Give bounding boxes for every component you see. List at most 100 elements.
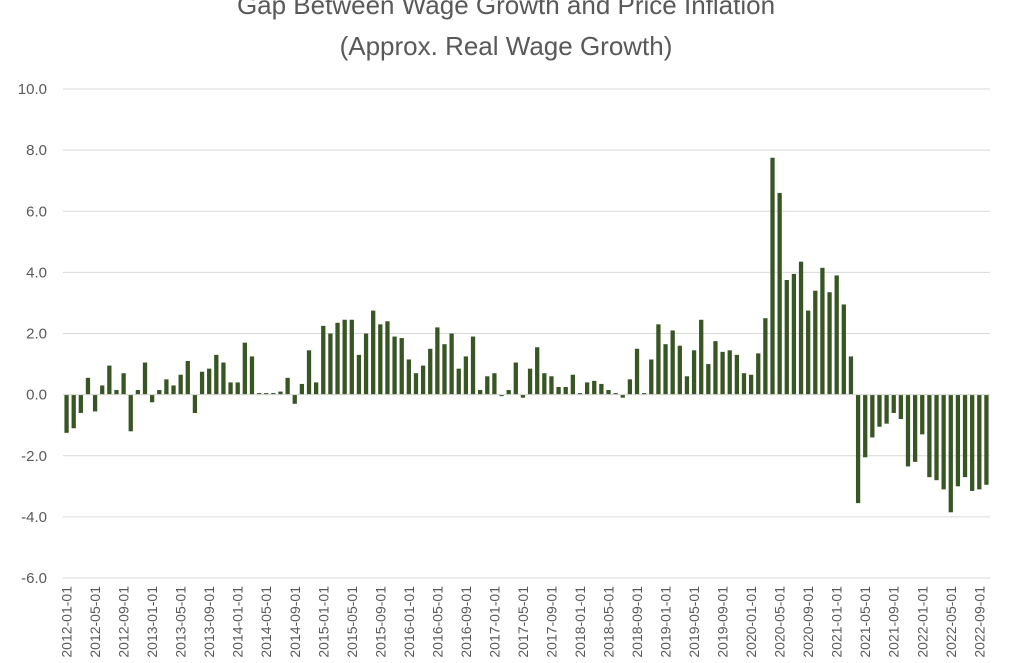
bar	[720, 351, 725, 395]
bar	[485, 376, 490, 395]
bar	[870, 394, 875, 438]
bar	[157, 390, 162, 395]
bar	[656, 324, 661, 395]
bar	[734, 354, 739, 395]
bar	[228, 382, 233, 395]
bar	[142, 362, 148, 395]
bar	[285, 377, 290, 395]
bar	[78, 394, 83, 413]
bar	[834, 275, 839, 395]
bar	[413, 373, 419, 395]
bar	[85, 377, 91, 395]
x-tick-label: 2020-01-01	[743, 586, 759, 658]
bar	[727, 350, 732, 395]
bar	[806, 310, 811, 395]
bar	[178, 374, 183, 395]
bar	[192, 394, 198, 413]
bar	[770, 157, 775, 395]
bar	[784, 280, 789, 395]
y-tick-label: 10.0	[18, 81, 47, 98]
x-tick-label: 2019-01-01	[658, 586, 674, 658]
bar	[948, 394, 953, 513]
bar	[527, 368, 533, 395]
bar	[841, 304, 846, 395]
bar	[577, 393, 583, 395]
bar	[207, 368, 212, 395]
bar	[442, 344, 447, 395]
bar	[335, 322, 340, 395]
y-tick-label: -4.0	[21, 509, 47, 526]
chart-subtitle: (Approx. Real Wage Growth)	[339, 31, 673, 61]
bar	[606, 390, 611, 395]
bar	[691, 350, 697, 395]
x-tick-label: 2013-09-01	[201, 586, 217, 658]
bar	[135, 390, 141, 395]
bar	[905, 394, 911, 467]
bar	[670, 330, 675, 395]
x-tick-label: 2021-09-01	[886, 586, 902, 658]
bar	[314, 382, 319, 395]
bar	[663, 344, 668, 395]
bar	[456, 368, 461, 395]
x-tick-label: 2021-05-01	[857, 586, 873, 658]
bar	[392, 336, 397, 395]
bar	[463, 356, 469, 395]
bar	[791, 273, 797, 395]
bar	[235, 382, 240, 395]
gridlines	[63, 88, 990, 579]
bar	[92, 394, 98, 412]
bar	[321, 325, 326, 395]
bar	[535, 347, 540, 395]
bar	[420, 365, 426, 395]
bar	[684, 376, 690, 395]
bar	[399, 338, 404, 395]
bar	[741, 373, 747, 395]
x-tick-label: 2012-01-01	[59, 586, 75, 658]
bar	[349, 319, 354, 395]
bar	[820, 267, 825, 395]
bar	[264, 393, 269, 395]
x-tick-label: 2021-01-01	[829, 586, 845, 658]
bar	[520, 394, 526, 398]
bar	[863, 394, 868, 458]
y-tick-label: 2.0	[26, 326, 47, 343]
y-axis-tick-labels: 10.0 8.0 6.0 4.0 2.0 0.0 -2.0 -4.0 -6.0	[18, 81, 47, 587]
data-bars	[63, 157, 990, 513]
bar	[549, 376, 554, 395]
bar	[164, 379, 169, 395]
x-tick-label: 2013-01-01	[144, 586, 160, 658]
bar	[642, 393, 647, 395]
x-tick-label: 2022-09-01	[971, 586, 987, 658]
x-tick-label: 2013-05-01	[173, 586, 189, 658]
bar	[128, 394, 133, 432]
y-tick-label: -2.0	[21, 448, 47, 465]
bar	[584, 382, 590, 395]
bar	[592, 380, 597, 395]
x-tick-label: 2018-01-01	[572, 586, 588, 658]
bar	[107, 365, 112, 395]
bar	[756, 353, 761, 395]
x-tick-label: 2018-09-01	[629, 586, 645, 658]
x-tick-label: 2019-09-01	[715, 586, 731, 658]
y-tick-label: 6.0	[26, 203, 47, 220]
bar	[242, 342, 247, 395]
bar	[763, 318, 768, 395]
x-tick-label: 2019-05-01	[686, 586, 702, 658]
bar	[214, 354, 219, 395]
bar	[813, 290, 818, 395]
bar	[185, 361, 190, 395]
bar	[927, 394, 932, 478]
bar	[798, 261, 804, 395]
bar	[563, 386, 568, 395]
x-tick-label: 2014-09-01	[287, 586, 303, 658]
bar	[149, 394, 155, 403]
x-tick-label: 2017-09-01	[543, 586, 559, 658]
bar	[941, 394, 946, 490]
bar	[627, 379, 633, 395]
bar	[613, 393, 618, 395]
bar	[249, 356, 255, 395]
x-tick-label: 2012-05-01	[87, 586, 103, 658]
bar	[977, 394, 982, 490]
bar	[371, 310, 376, 395]
bar	[449, 333, 454, 395]
